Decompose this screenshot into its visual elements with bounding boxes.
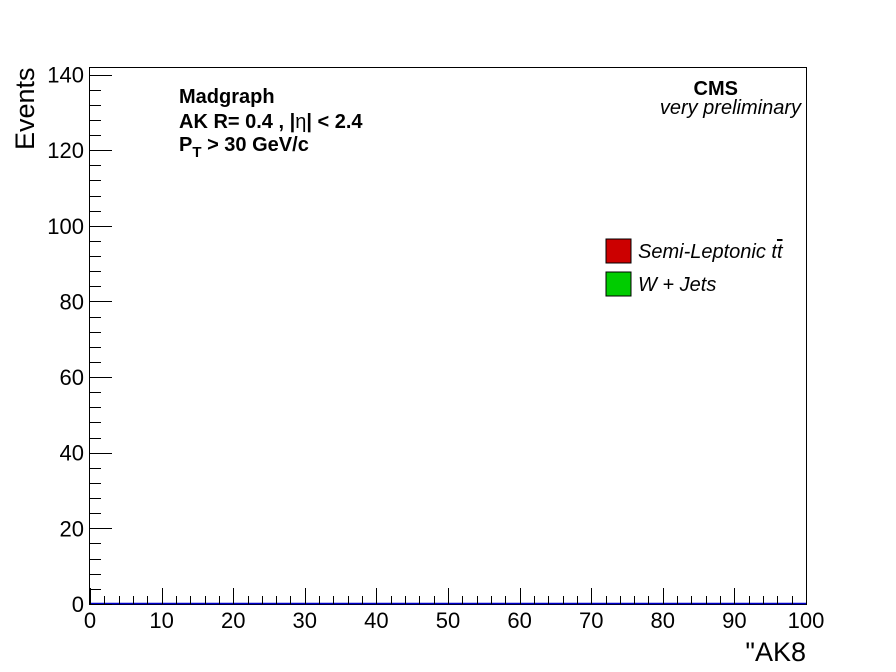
jet-selection-label: AK R= 0.4 , |η| < 2.4 — [179, 111, 363, 133]
x-tick-label: 20 — [221, 608, 245, 633]
y-tick-label: 120 — [47, 138, 84, 163]
x-tick-label: 70 — [579, 608, 603, 633]
y-axis-ticks — [90, 75, 112, 605]
pt-cut-rest: > 30 GeV/c — [202, 134, 309, 156]
x-tick-label: 40 — [364, 608, 388, 633]
y-tick-label: 140 — [47, 63, 84, 88]
legend-label-w-jets: W + Jets — [638, 274, 716, 296]
x-tick-label: 10 — [149, 608, 173, 633]
generator-label: Madgraph — [179, 86, 275, 108]
x-axis-title: "AK8 — [745, 637, 806, 667]
y-tick-label: 40 — [60, 441, 84, 466]
x-tick-label: 50 — [436, 608, 460, 633]
legend-label-1-main: Semi-Leptonic — [638, 241, 771, 263]
y-axis-title: Events — [10, 67, 40, 150]
pt-cut-p: P — [179, 134, 192, 156]
x-tick-label: 0 — [84, 608, 96, 633]
x-axis-ticks — [90, 588, 807, 604]
legend-label-1-top: t — [771, 241, 778, 263]
x-tick-label: 90 — [722, 608, 746, 633]
jet-selection-suffix: | < 2.4 — [306, 111, 363, 133]
y-tick-label: 20 — [60, 516, 84, 541]
pt-cut-label: PT > 30 GeV/c — [179, 134, 309, 161]
legend-label-1-antitop: t — [777, 241, 784, 263]
jet-selection-prefix: AK R= 0.4 , | — [179, 111, 295, 133]
pt-cut-subscript: T — [192, 144, 201, 161]
y-tick-label: 80 — [60, 289, 84, 314]
x-axis-tick-labels: 0 10 20 30 40 50 60 70 80 90 100 — [84, 608, 824, 633]
plot-frame — [89, 67, 807, 605]
x-tick-label: 80 — [651, 608, 675, 633]
experiment-label: CMS — [694, 78, 738, 100]
x-tick-label: 60 — [507, 608, 531, 633]
legend-swatch-w-jets — [605, 271, 632, 297]
legend: Semi-Leptonic tt W + Jets — [605, 238, 784, 297]
status-label: very preliminary — [660, 97, 802, 119]
jet-selection-eta: η — [295, 111, 306, 133]
y-tick-label: 0 — [72, 592, 84, 617]
y-tick-label: 100 — [47, 214, 84, 239]
legend-label-semileptonic-ttbar: Semi-Leptonic tt — [638, 241, 784, 263]
legend-swatch-semileptonic-ttbar — [605, 238, 632, 264]
y-tick-label: 60 — [60, 365, 84, 390]
x-tick-label: 100 — [788, 608, 825, 633]
x-tick-label: 30 — [293, 608, 317, 633]
y-axis-tick-labels: 0 20 40 60 80 100 120 140 — [47, 63, 84, 617]
